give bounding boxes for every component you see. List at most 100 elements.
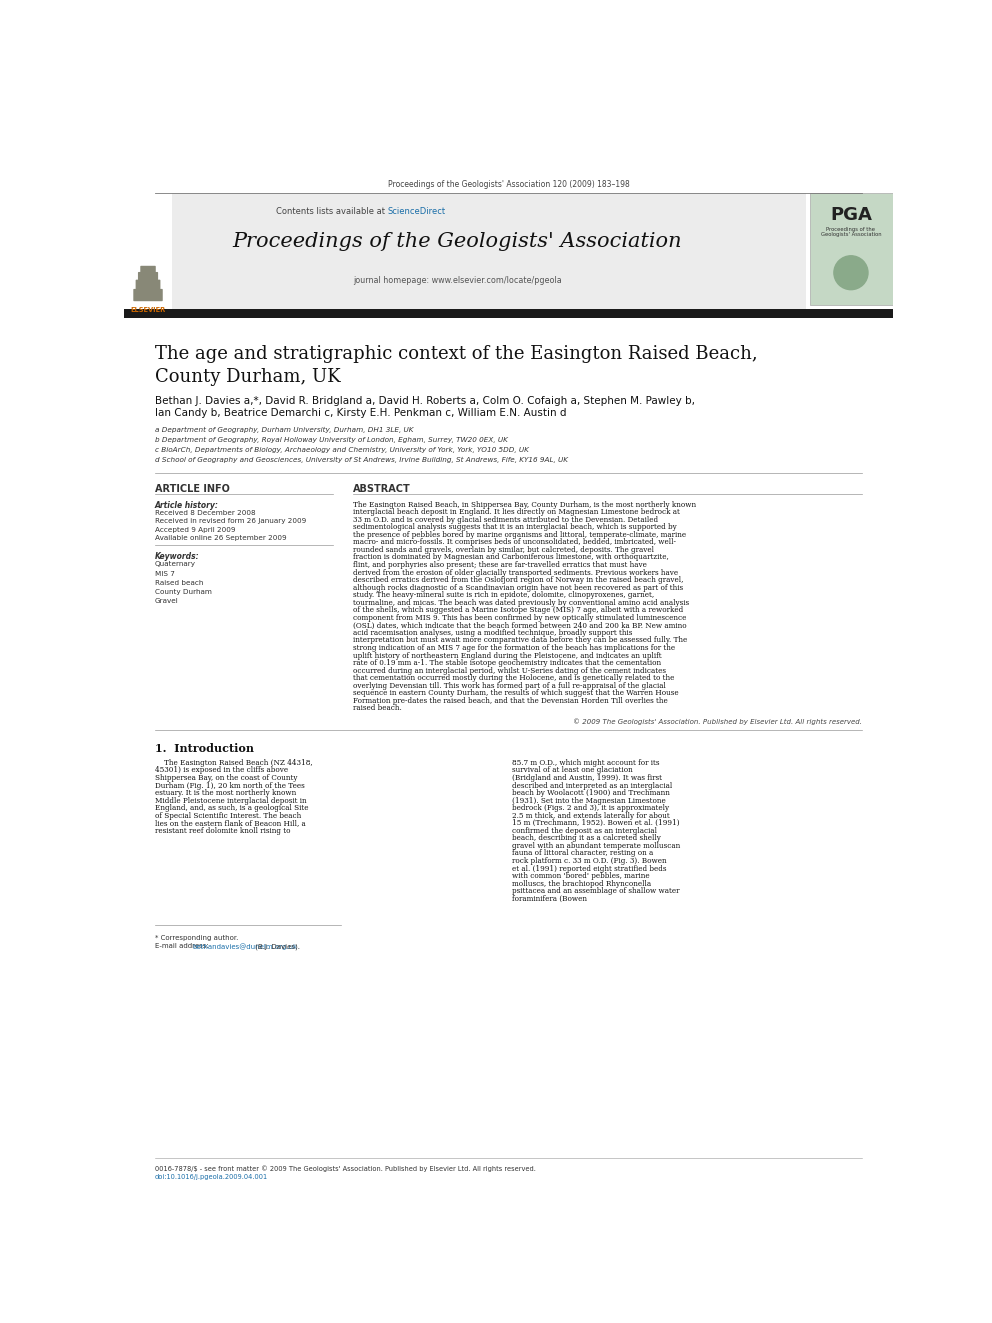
Bar: [809, 193, 893, 306]
Text: England, and, as such, is a geological Site: England, and, as such, is a geological S…: [155, 804, 309, 812]
Text: confirmed the deposit as an interglacial: confirmed the deposit as an interglacial: [512, 827, 657, 835]
Text: (B.J. Davies).: (B.J. Davies).: [253, 943, 300, 950]
Text: Proceedings of the Geologists' Association 120 (2009) 183–198: Proceedings of the Geologists' Associati…: [388, 180, 629, 189]
Text: fauna of littoral character, resting on a: fauna of littoral character, resting on …: [512, 849, 653, 857]
Text: although rocks diagnostic of a Scandinavian origin have not been recovered as pa: although rocks diagnostic of a Scandinav…: [352, 583, 682, 591]
Text: flint, and porphyries also present; these are far-travelled erratics that must h: flint, and porphyries also present; thes…: [352, 561, 647, 569]
Text: ARTICLE INFO: ARTICLE INFO: [155, 484, 230, 493]
Text: PGA: PGA: [830, 206, 872, 225]
Text: uplift history of northeastern England during the Pleistocene, and indicates an : uplift history of northeastern England d…: [352, 651, 662, 660]
Text: Available online 26 September 2009: Available online 26 September 2009: [155, 536, 287, 541]
Text: Proceedings of the Geologists' Association: Proceedings of the Geologists' Associati…: [232, 232, 682, 251]
Text: macro- and micro-fossils. It comprises beds of unconsolidated, bedded, imbricate: macro- and micro-fossils. It comprises b…: [352, 538, 676, 546]
Text: bethandavies@dunelm.org.uk: bethandavies@dunelm.org.uk: [192, 943, 298, 950]
Text: 15 m (Trechmann, 1952). Bowen et al. (1991): 15 m (Trechmann, 1952). Bowen et al. (19…: [512, 819, 680, 827]
Text: (Bridgland and Austin, 1999). It was first: (Bridgland and Austin, 1999). It was fir…: [512, 774, 662, 782]
Text: (1931). Set into the Magnesian Limestone: (1931). Set into the Magnesian Limestone: [512, 796, 666, 804]
Text: lies on the eastern flank of Beacon Hill, a: lies on the eastern flank of Beacon Hill…: [155, 819, 306, 827]
Text: et al. (1991) reported eight stratified beds: et al. (1991) reported eight stratified …: [512, 864, 666, 873]
Text: Middle Pleistocene interglacial deposit in: Middle Pleistocene interglacial deposit …: [155, 796, 307, 804]
Text: described erratics derived from the Oslofjord region of Norway in the raised bea: described erratics derived from the Oslo…: [352, 576, 683, 583]
Text: ELSEVIER: ELSEVIER: [130, 307, 166, 314]
Text: 45301) is exposed in the cliffs above: 45301) is exposed in the cliffs above: [155, 766, 288, 774]
FancyBboxPatch shape: [133, 288, 163, 302]
Text: 33 m O.D. and is covered by glacial sediments attributed to the Devensian. Detai: 33 m O.D. and is covered by glacial sedi…: [352, 516, 658, 524]
Bar: [124, 308, 893, 318]
Text: The Easington Raised Beach, in Shippersea Bay, County Durham, is the most northe: The Easington Raised Beach, in Shipperse…: [352, 500, 695, 508]
Text: resistant reef dolomite knoll rising to: resistant reef dolomite knoll rising to: [155, 827, 291, 835]
Text: Article history:: Article history:: [155, 500, 219, 509]
Text: The age and stratigraphic context of the Easington Raised Beach,: The age and stratigraphic context of the…: [155, 345, 758, 363]
Text: Received in revised form 26 January 2009: Received in revised form 26 January 2009: [155, 519, 307, 524]
Text: with common 'bored' pebbles, marine: with common 'bored' pebbles, marine: [512, 872, 649, 880]
Text: 0016-7878/$ - see front matter © 2009 The Geologists' Association. Published by : 0016-7878/$ - see front matter © 2009 Th…: [155, 1166, 536, 1172]
Text: gravel with an abundant temperate molluscan: gravel with an abundant temperate mollus…: [512, 841, 680, 849]
Text: a Department of Geography, Durham University, Durham, DH1 3LE, UK: a Department of Geography, Durham Univer…: [155, 427, 414, 433]
Text: rock platform c. 33 m O.D. (Fig. 3). Bowen: rock platform c. 33 m O.D. (Fig. 3). Bow…: [512, 857, 666, 865]
Text: bedrock (Figs. 2 and 3), it is approximately: bedrock (Figs. 2 and 3), it is approxima…: [512, 804, 669, 812]
Text: 2.5 m thick, and extends laterally for about: 2.5 m thick, and extends laterally for a…: [512, 812, 670, 820]
Text: described and interpreted as an interglacial: described and interpreted as an intergla…: [512, 782, 672, 790]
Text: Ian Candy b, Beatrice Demarchi c, Kirsty E.H. Penkman c, William E.N. Austin d: Ian Candy b, Beatrice Demarchi c, Kirsty…: [155, 409, 566, 418]
Text: Accepted 9 April 2009: Accepted 9 April 2009: [155, 527, 235, 533]
Text: b Department of Geography, Royal Holloway University of London, Egham, Surrey, T: b Department of Geography, Royal Hollowa…: [155, 437, 508, 443]
Text: survival of at least one glaciation: survival of at least one glaciation: [512, 766, 632, 774]
Text: Proceedings of the
Geologists' Association: Proceedings of the Geologists' Associati…: [820, 226, 881, 237]
Text: ABSTRACT: ABSTRACT: [352, 484, 411, 493]
Text: 85.7 m O.D., which might account for its: 85.7 m O.D., which might account for its: [512, 759, 659, 767]
Text: The Easington Raised Beach (NZ 44318,: The Easington Raised Beach (NZ 44318,: [155, 759, 312, 767]
Text: Raised beach: Raised beach: [155, 579, 203, 586]
Text: Contents lists available at: Contents lists available at: [276, 206, 388, 216]
Text: Keywords:: Keywords:: [155, 552, 199, 561]
Text: derived from the erosion of older glacially transported sediments. Previous work: derived from the erosion of older glacia…: [352, 569, 678, 577]
Text: foraminifera (Bowen: foraminifera (Bowen: [512, 894, 586, 902]
Text: the presence of pebbles bored by marine organisms and littoral, temperate-climat: the presence of pebbles bored by marine …: [352, 531, 685, 538]
Text: that cementation occurred mostly during the Holocene, and is genetically related: that cementation occurred mostly during …: [352, 675, 674, 683]
Text: strong indication of an MIS 7 age for the formation of the beach has implication: strong indication of an MIS 7 age for th…: [352, 644, 675, 652]
Bar: [171, 193, 806, 308]
Text: tourmaline, and micas. The beach was dated previously by conventional amino acid: tourmaline, and micas. The beach was dat…: [352, 599, 688, 607]
Text: beach, describing it as a calcreted shelly: beach, describing it as a calcreted shel…: [512, 835, 661, 843]
Text: * Corresponding author.: * Corresponding author.: [155, 934, 238, 941]
Text: Gravel: Gravel: [155, 598, 179, 605]
Text: rate of 0.19 mm a-1. The stable isotope geochemistry indicates that the cementat: rate of 0.19 mm a-1. The stable isotope …: [352, 659, 661, 667]
Text: fraction is dominated by Magnesian and Carboniferous limestone, with orthoquartz: fraction is dominated by Magnesian and C…: [352, 553, 669, 561]
Circle shape: [834, 255, 868, 290]
Text: © 2009 The Geologists' Association. Published by Elsevier Ltd. All rights reserv: © 2009 The Geologists' Association. Publ…: [572, 718, 862, 725]
Text: molluscs, the brachiopod Rhynconella: molluscs, the brachiopod Rhynconella: [512, 880, 651, 888]
Text: rounded sands and gravels, overlain by similar, but calcreted, deposits. The gra: rounded sands and gravels, overlain by s…: [352, 546, 654, 554]
Text: occurred during an interglacial period, whilst U-Series dating of the cement ind: occurred during an interglacial period, …: [352, 667, 666, 675]
Bar: [124, 193, 172, 312]
Text: beach by Woolacott (1900) and Trechmann: beach by Woolacott (1900) and Trechmann: [512, 789, 670, 796]
Bar: [146, 286, 151, 302]
Text: 1.  Introduction: 1. Introduction: [155, 744, 254, 754]
Text: E-mail address:: E-mail address:: [155, 943, 211, 949]
Text: of Special Scientific Interest. The beach: of Special Scientific Interest. The beac…: [155, 812, 302, 820]
Text: component from MIS 9. This has been confirmed by new optically stimulated lumine: component from MIS 9. This has been conf…: [352, 614, 686, 622]
Text: interglacial beach deposit in England. It lies directly on Magnesian Limestone b: interglacial beach deposit in England. I…: [352, 508, 680, 516]
Text: c BioArCh, Departments of Biology, Archaeology and Chemistry, University of York: c BioArCh, Departments of Biology, Archa…: [155, 447, 529, 452]
Text: Shippersea Bay, on the coast of County: Shippersea Bay, on the coast of County: [155, 774, 298, 782]
Text: Quaternary: Quaternary: [155, 561, 196, 568]
Text: doi:10.1016/j.pgeola.2009.04.001: doi:10.1016/j.pgeola.2009.04.001: [155, 1174, 268, 1180]
Text: Received 8 December 2008: Received 8 December 2008: [155, 509, 256, 516]
Text: overlying Devensian till. This work has formed part of a full re-appraisal of th: overlying Devensian till. This work has …: [352, 681, 666, 689]
Text: County Durham, UK: County Durham, UK: [155, 368, 340, 386]
Text: ScienceDirect: ScienceDirect: [388, 206, 445, 216]
Text: (OSL) dates, which indicate that the beach formed between 240 and 200 ka BP. New: (OSL) dates, which indicate that the bea…: [352, 622, 686, 630]
Text: sedimentological analysis suggests that it is an interglacial beach, which is su: sedimentological analysis suggests that …: [352, 524, 677, 532]
Text: Bethan J. Davies a,*, David R. Bridgland a, David H. Roberts a, Colm O. Cofaigh : Bethan J. Davies a,*, David R. Bridgland…: [155, 396, 695, 406]
Text: estuary. It is the most northerly known: estuary. It is the most northerly known: [155, 789, 297, 796]
Text: raised beach.: raised beach.: [352, 704, 402, 712]
Text: psittacea and an assemblage of shallow water: psittacea and an assemblage of shallow w…: [512, 888, 679, 896]
Text: Formation pre-dates the raised beach, and that the Devensian Horden Till overlie: Formation pre-dates the raised beach, an…: [352, 697, 668, 705]
Text: d School of Geography and Geosciences, University of St Andrews, Irvine Building: d School of Geography and Geosciences, U…: [155, 456, 568, 463]
Text: interpretation but must await more comparative data before they can be assessed : interpretation but must await more compa…: [352, 636, 686, 644]
Text: sequence in eastern County Durham, the results of which suggest that the Warren : sequence in eastern County Durham, the r…: [352, 689, 679, 697]
FancyBboxPatch shape: [140, 266, 156, 274]
Text: of the shells, which suggested a Marine Isotope Stage (MIS) 7 age, albeit with a: of the shells, which suggested a Marine …: [352, 606, 682, 614]
Text: journal homepage: www.elsevier.com/locate/pgeola: journal homepage: www.elsevier.com/locat…: [353, 275, 561, 284]
Text: study. The heavy-mineral suite is rich in epidote, dolomite, clinopyroxenes, gar: study. The heavy-mineral suite is rich i…: [352, 591, 654, 599]
Text: Durham (Fig. 1), 20 km north of the Tees: Durham (Fig. 1), 20 km north of the Tees: [155, 782, 305, 790]
Text: acid racemisation analyses, using a modified technique, broadly support this: acid racemisation analyses, using a modi…: [352, 628, 632, 636]
